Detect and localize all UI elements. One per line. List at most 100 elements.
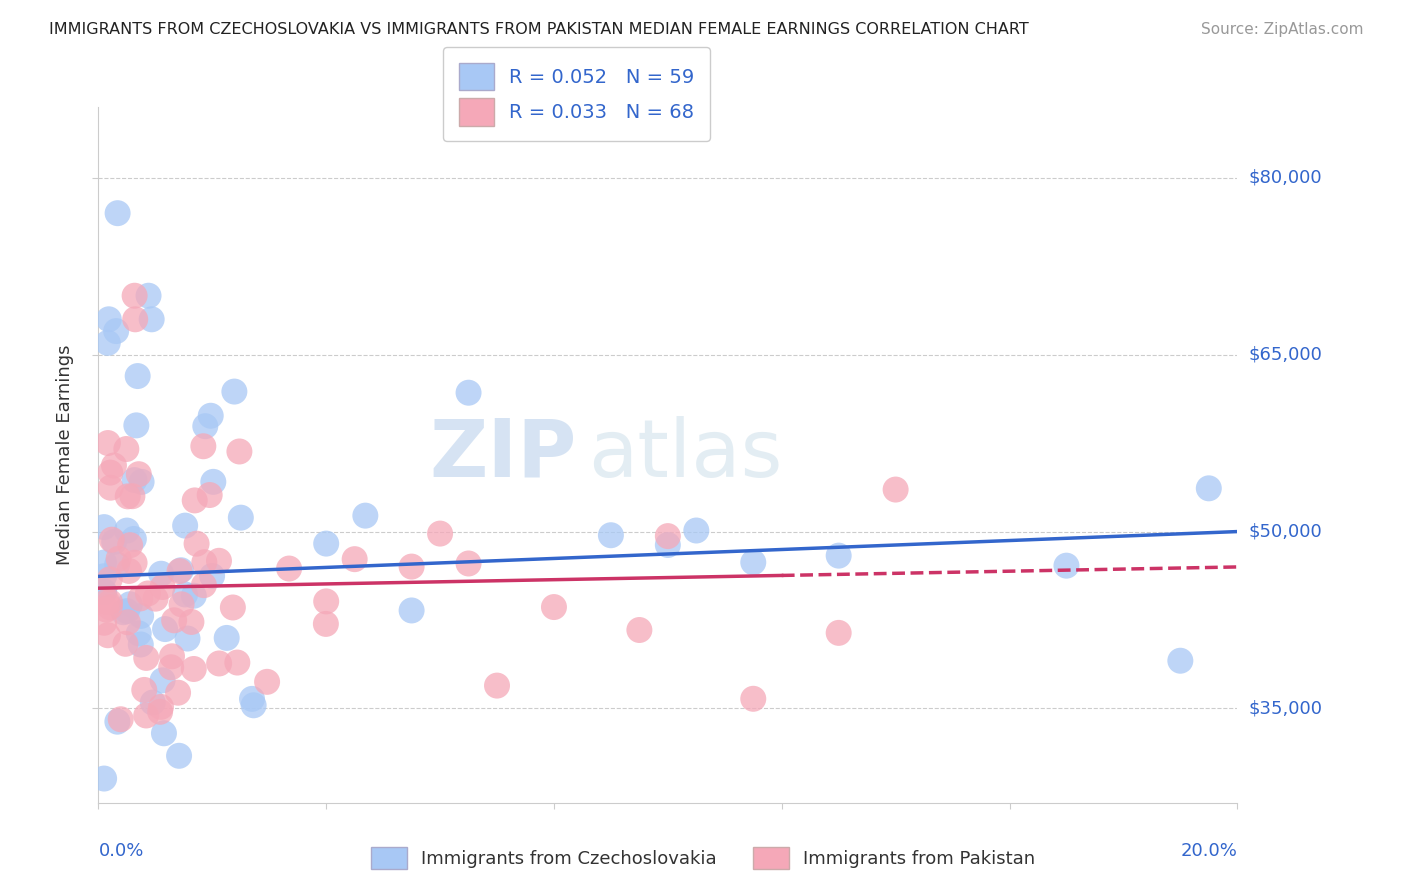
Point	[124, 289, 146, 303]
Text: IMMIGRANTS FROM CZECHOSLOVAKIA VS IMMIGRANTS FROM PAKISTAN MEDIAN FEMALE EARNING: IMMIGRANTS FROM CZECHOSLOVAKIA VS IMMIGR…	[49, 22, 1029, 37]
Point	[129, 608, 152, 623]
Point	[135, 651, 157, 665]
Point	[198, 488, 221, 502]
Point	[100, 481, 122, 495]
Point	[193, 439, 215, 453]
Point	[152, 580, 174, 594]
Point	[93, 520, 115, 534]
Point	[121, 489, 143, 503]
Point	[457, 385, 479, 400]
Point	[131, 475, 153, 489]
Point	[343, 552, 366, 566]
Point	[110, 712, 132, 726]
Point	[129, 638, 152, 652]
Point	[242, 698, 264, 713]
Point	[149, 705, 172, 719]
Point	[228, 444, 250, 458]
Point	[107, 206, 129, 220]
Point	[118, 564, 141, 578]
Point	[685, 524, 707, 538]
Point	[97, 628, 120, 642]
Text: $50,000: $50,000	[1249, 523, 1322, 541]
Point	[200, 409, 222, 423]
Point	[98, 595, 121, 609]
Point	[96, 594, 118, 608]
Point	[122, 532, 145, 546]
Point	[93, 569, 115, 583]
Point	[120, 538, 142, 552]
Point	[222, 600, 245, 615]
Point	[103, 534, 125, 549]
Point	[97, 436, 120, 450]
Legend: Immigrants from Czechoslovakia, Immigrants from Pakistan: Immigrants from Czechoslovakia, Immigran…	[361, 838, 1045, 879]
Text: $65,000: $65,000	[1249, 346, 1322, 364]
Point	[107, 551, 129, 566]
Point	[315, 616, 337, 631]
Point	[128, 467, 150, 482]
Point	[153, 726, 176, 740]
Point	[150, 566, 173, 581]
Point	[1198, 481, 1220, 495]
Point	[202, 475, 225, 489]
Point	[742, 555, 765, 569]
Text: ZIP: ZIP	[429, 416, 576, 494]
Point	[229, 510, 252, 524]
Point	[174, 587, 197, 601]
Point	[401, 603, 423, 617]
Point	[105, 324, 128, 338]
Point	[98, 600, 121, 615]
Point	[315, 536, 337, 550]
Point	[124, 312, 146, 326]
Point	[1056, 558, 1078, 573]
Point	[628, 623, 651, 637]
Point	[160, 649, 183, 664]
Text: 0.0%: 0.0%	[98, 842, 143, 860]
Point	[152, 673, 174, 688]
Point	[117, 615, 139, 630]
Point	[145, 591, 167, 606]
Point	[486, 679, 509, 693]
Point	[114, 637, 136, 651]
Point	[125, 418, 148, 433]
Point	[97, 312, 120, 326]
Legend: R = 0.052   N = 59, R = 0.033   N = 68: R = 0.052 N = 59, R = 0.033 N = 68	[443, 47, 710, 141]
Point	[186, 536, 208, 550]
Point	[93, 556, 115, 570]
Point	[183, 662, 205, 676]
Point	[93, 584, 115, 599]
Point	[129, 591, 152, 606]
Point	[98, 466, 121, 480]
Point	[742, 691, 765, 706]
Point	[142, 696, 165, 710]
Point	[135, 708, 157, 723]
Point	[118, 597, 141, 611]
Point	[134, 682, 156, 697]
Point	[457, 557, 479, 571]
Point	[112, 605, 135, 619]
Point	[543, 600, 565, 615]
Point	[124, 556, 146, 570]
Point	[163, 613, 186, 627]
Point	[180, 615, 202, 629]
Text: 20.0%: 20.0%	[1181, 842, 1237, 860]
Point	[429, 526, 451, 541]
Point	[170, 598, 193, 612]
Point	[256, 674, 278, 689]
Point	[183, 493, 205, 508]
Point	[657, 538, 679, 552]
Point	[167, 686, 190, 700]
Point	[657, 529, 679, 543]
Point	[93, 615, 115, 630]
Point	[240, 691, 263, 706]
Point	[224, 384, 246, 399]
Point	[226, 656, 249, 670]
Point	[97, 335, 120, 350]
Point	[128, 626, 150, 640]
Point	[141, 312, 163, 326]
Point	[138, 289, 160, 303]
Point	[127, 369, 149, 384]
Point	[115, 442, 138, 456]
Point	[315, 594, 337, 608]
Point	[100, 533, 122, 547]
Text: Source: ZipAtlas.com: Source: ZipAtlas.com	[1201, 22, 1364, 37]
